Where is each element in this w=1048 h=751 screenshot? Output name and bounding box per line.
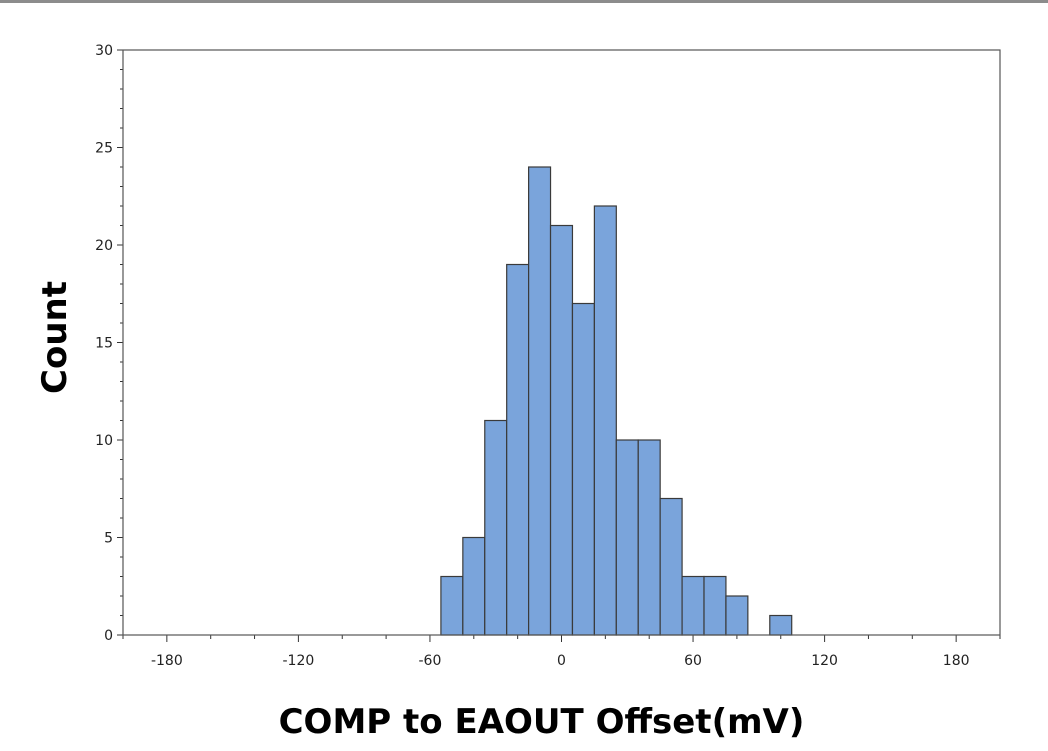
y-axis-title: Count <box>35 281 75 394</box>
histogram-bar-10 <box>659 497 683 636</box>
y-tick-label: 30 <box>95 43 113 59</box>
x-tick-label: -120 <box>283 653 315 669</box>
plot-frame <box>122 49 1001 636</box>
histogram-bar-14 <box>769 614 793 636</box>
x-tick-label: 120 <box>811 653 838 669</box>
histogram-bar-11 <box>681 575 705 636</box>
x-tick-label: -60 <box>419 653 442 669</box>
y-axis-ticks: 0 5 10 15 20 25 30 <box>95 43 123 644</box>
x-tick-label: -180 <box>151 653 183 669</box>
y-tick-label: 10 <box>95 433 113 449</box>
histogram-bar-3 <box>506 263 530 636</box>
histogram-bar-7 <box>593 205 617 636</box>
histogram-bar-0 <box>440 575 464 636</box>
histogram-bar-8 <box>615 439 639 636</box>
histogram-bar-5 <box>549 224 574 636</box>
histogram-bar-1 <box>462 536 486 636</box>
histogram-bar-12 <box>703 575 727 636</box>
y-tick-label: 20 <box>95 238 113 254</box>
y-tick-label: 25 <box>95 141 113 157</box>
top-rule <box>0 0 1048 3</box>
x-axis-title: COMP to EAOUT Offset(mV) <box>279 702 805 742</box>
histogram-bar-6 <box>571 302 595 636</box>
y-tick-label: 5 <box>104 531 113 547</box>
histogram-bar-9 <box>637 439 661 636</box>
y-tick-label: 15 <box>95 336 113 352</box>
y-tick-label: 0 <box>104 628 113 644</box>
x-tick-label: 180 <box>943 653 970 669</box>
histogram-bar-4 <box>528 166 552 636</box>
histogram-bars <box>440 166 793 636</box>
histogram-bar-13 <box>725 595 749 636</box>
x-tick-label: 0 <box>557 653 566 669</box>
histogram-bar-2 <box>484 419 508 636</box>
x-tick-label: 60 <box>684 653 702 669</box>
x-axis-ticks: -180 -120 -60 0 60 120 180 <box>122 635 1001 669</box>
